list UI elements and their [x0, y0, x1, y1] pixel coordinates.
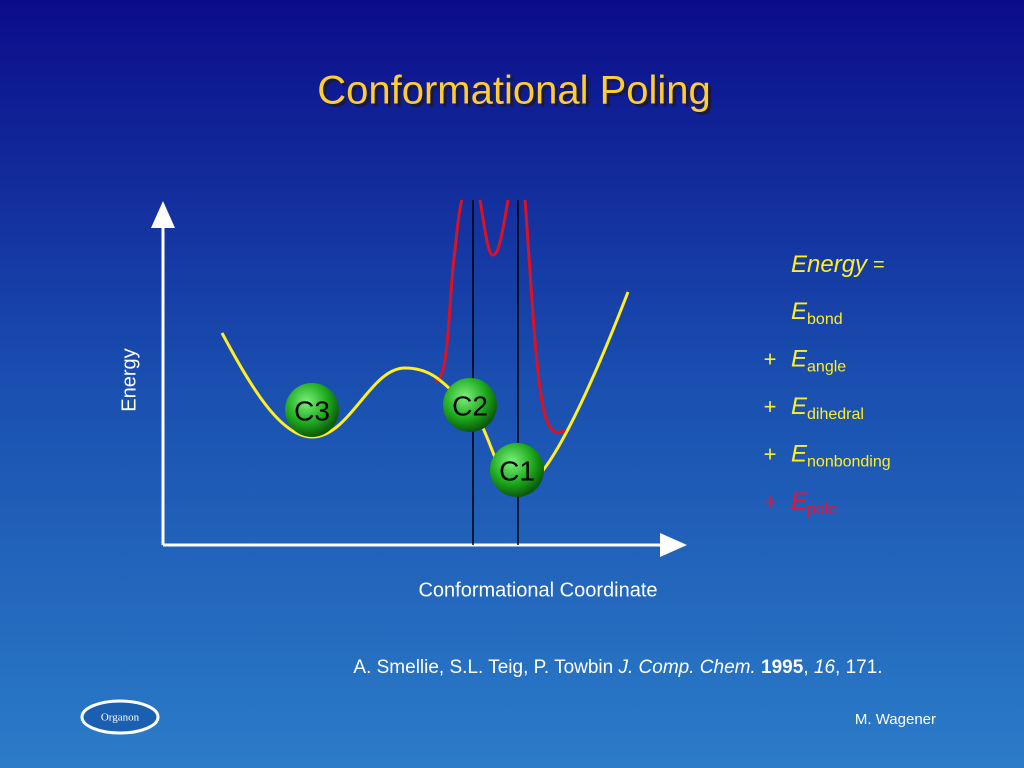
term-symbol: E [791, 441, 808, 468]
term-sign: + [764, 441, 777, 466]
term: Edihedral [791, 393, 864, 423]
state-ball [443, 378, 497, 432]
equation-terms: Ebond + Eangle + Edihedral + Enonbonding + Epole [764, 298, 891, 518]
term-subscript: nonbonding [807, 454, 891, 471]
separator: , [803, 657, 808, 678]
pole-curve [478, 199, 510, 257]
energy-curve [220, 291, 630, 492]
authors: A. Smellie, S.L. Teig, P. Towbin [353, 657, 613, 678]
title: Conformational Poling [317, 69, 711, 113]
term-sign: + [764, 346, 777, 371]
journal: J. Comp. Chem. [618, 657, 756, 678]
term-sign: + [764, 394, 777, 419]
state-ball [285, 383, 339, 437]
state-label: C2 [452, 390, 488, 421]
term-subscript: pole [807, 501, 837, 518]
y-axis-label: Energy [118, 348, 140, 411]
logo [80, 699, 160, 735]
state-label: C1 [499, 455, 535, 486]
term: Ebond [791, 298, 843, 328]
year: 1995 [761, 657, 804, 678]
term-symbol: E [791, 393, 808, 420]
lhs: Energy [791, 251, 869, 278]
volume: 16 [814, 657, 836, 678]
citation: A. Smellie, S.L. Teig, P. Towbin J. Comp… [353, 657, 882, 678]
term-symbol: E [791, 346, 808, 373]
author: M. Wagener [855, 711, 936, 728]
term-subscript: angle [807, 359, 846, 376]
pole-curve [434, 199, 464, 384]
state-ball [490, 443, 544, 497]
term-symbol: E [791, 488, 808, 515]
state-label: C3 [294, 395, 330, 426]
x-axis-label: Conformational Coordinate [418, 579, 657, 601]
equation-lhs: Energy = [791, 251, 885, 278]
pole-curve [523, 199, 566, 435]
term: Eangle [791, 346, 846, 376]
equals: = [873, 254, 885, 276]
term-subscript: bond [807, 311, 843, 328]
pages: , 171. [835, 657, 883, 678]
title-shadow: Conformational Poling [320, 72, 714, 116]
term-sign: + [764, 489, 777, 514]
term-symbol: E [791, 298, 808, 325]
term: Enonbonding [791, 441, 891, 471]
logo-text: Organon [101, 712, 140, 724]
term-subscript: dihedral [807, 406, 864, 423]
term: Epole [791, 488, 837, 518]
